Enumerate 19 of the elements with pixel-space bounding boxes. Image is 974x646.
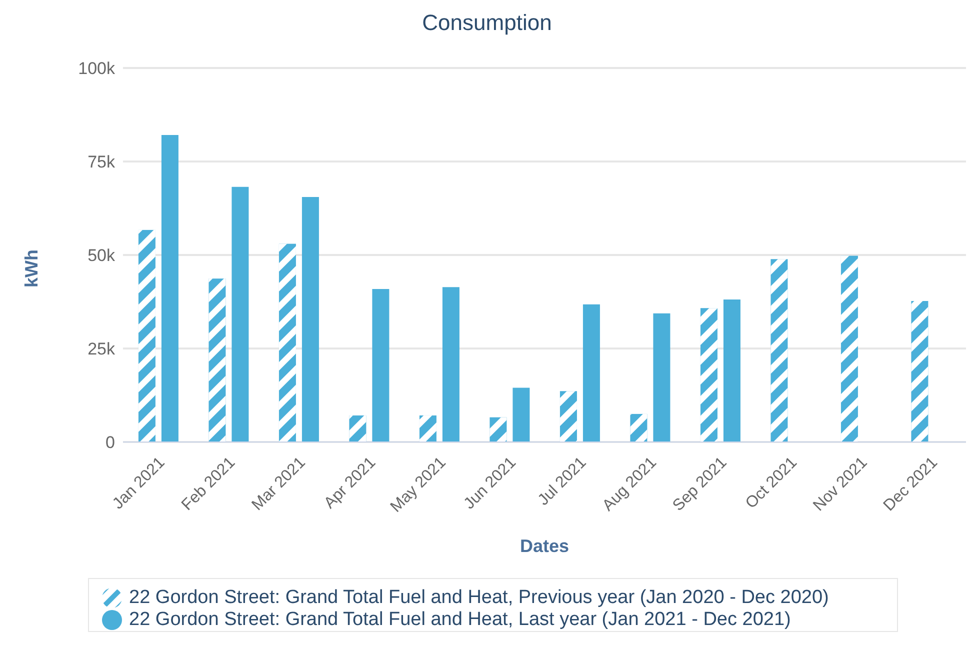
bar bbox=[723, 300, 740, 442]
bar bbox=[161, 134, 178, 442]
legend-label: 22 Gordon Street: Grand Total Fuel and Heat, Last year (Jan 2021 - Dec 2021) bbox=[129, 609, 791, 630]
bar bbox=[653, 313, 670, 442]
bar bbox=[442, 287, 460, 442]
bar bbox=[512, 388, 530, 442]
y-tick-label: 75k bbox=[88, 152, 116, 172]
y-tick-label: 25k bbox=[88, 340, 116, 359]
bar bbox=[302, 197, 319, 442]
bar bbox=[372, 289, 390, 442]
legend-label: 22 Gordon Street: Grand Total Fuel and Heat, Previous year (Jan 2020 - Dec 2020) bbox=[129, 587, 829, 608]
y-axis-title: kWh bbox=[22, 249, 42, 287]
chart-title: Consumption bbox=[421, 10, 553, 36]
y-tick-label: 100k bbox=[78, 59, 116, 78]
bar bbox=[232, 186, 249, 442]
x-axis-title: Dates bbox=[518, 536, 570, 557]
y-tick-label: 0 bbox=[106, 433, 115, 452]
bar bbox=[582, 304, 600, 442]
y-tick-label: 50k bbox=[88, 246, 116, 266]
